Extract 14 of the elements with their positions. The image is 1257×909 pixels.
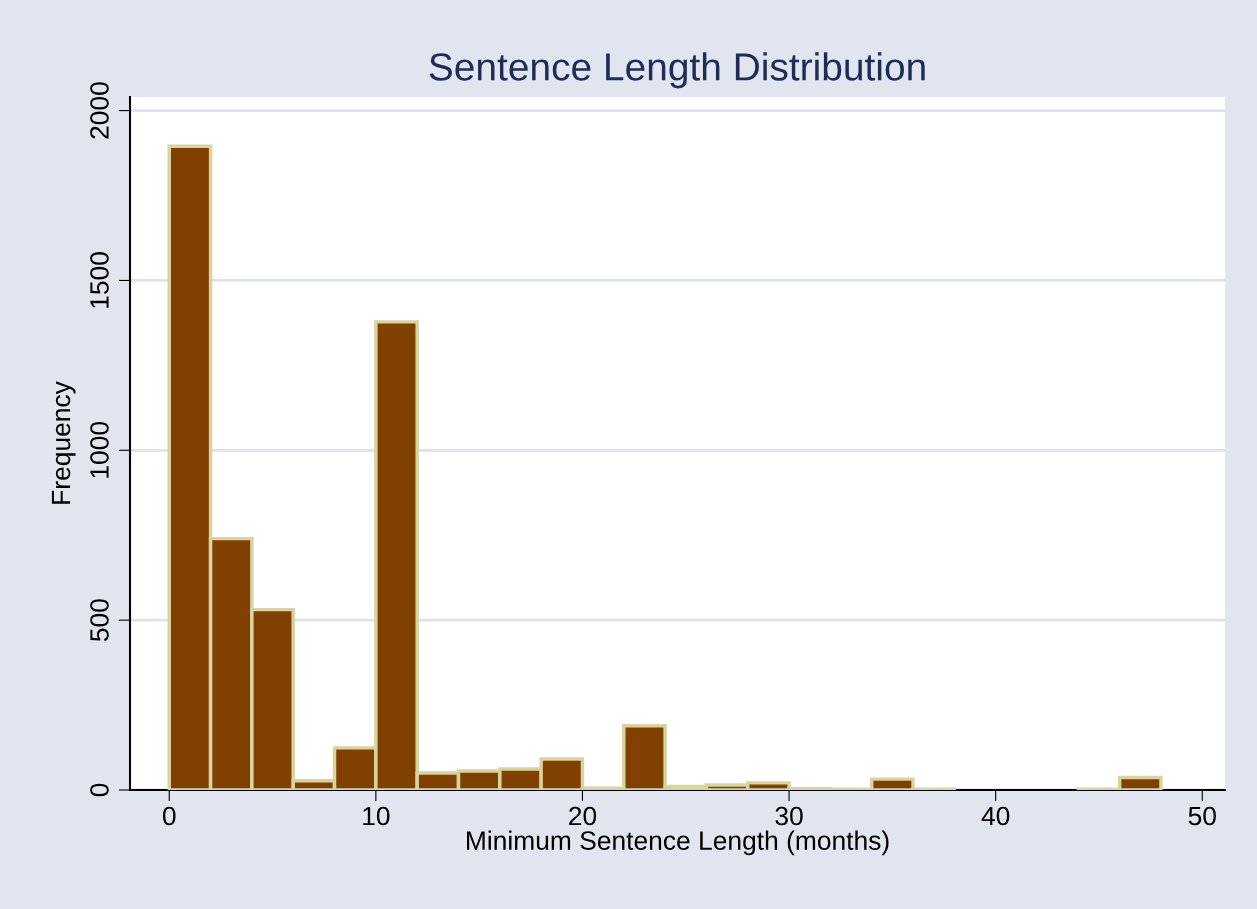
x-tick-label: 0 — [162, 806, 176, 826]
y-tick-label: 1500 — [90, 252, 109, 308]
y-tick-label: 500 — [90, 599, 109, 642]
x-tick-label: 40 — [981, 806, 1010, 826]
chart-title: Sentence Length Distribution — [429, 52, 925, 89]
y-tick-label: 1000 — [90, 421, 109, 478]
y-tick-label: 0 — [90, 783, 109, 797]
x-axis-title: Minimum Sentence Length (months) — [467, 830, 889, 856]
x-tick-label: 50 — [1188, 806, 1216, 826]
x-tick-label: 30 — [775, 806, 803, 826]
y-tick-label: 2000 — [90, 82, 109, 139]
x-tick-label: 20 — [569, 806, 597, 826]
y-axis-title: Frequency — [51, 381, 76, 504]
x-tick-label: 10 — [363, 806, 390, 826]
